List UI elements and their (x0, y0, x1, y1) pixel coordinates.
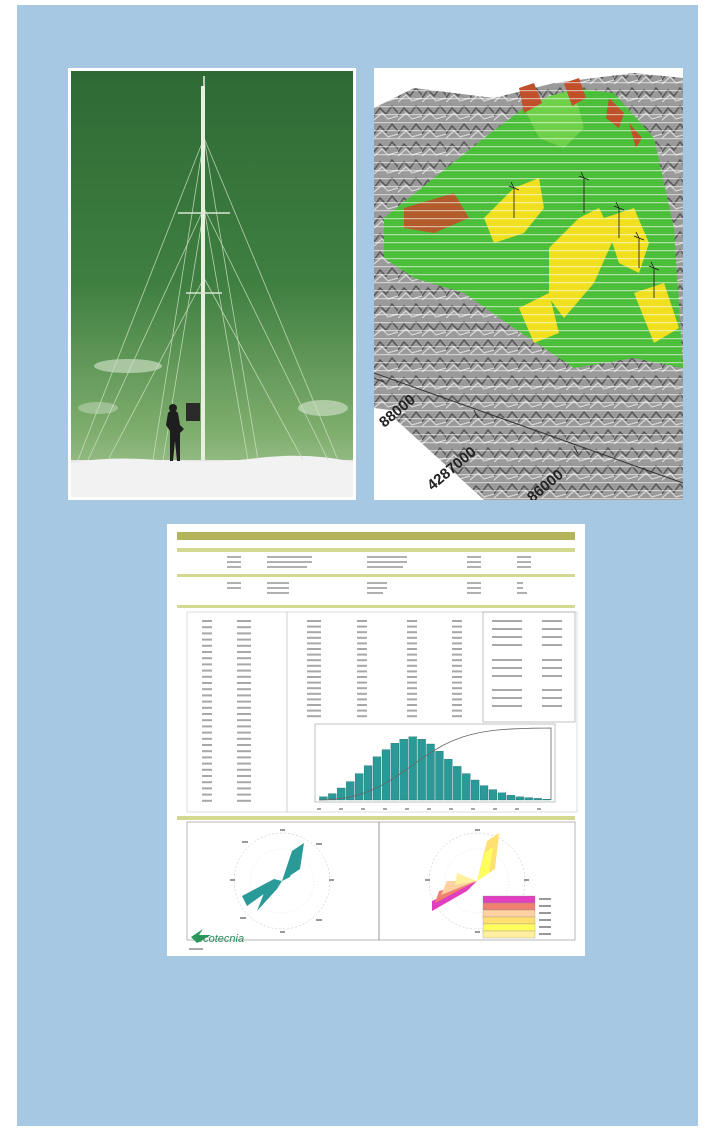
ecotecnia-logo (191, 929, 211, 943)
histogram-bar (435, 751, 444, 801)
legend-swatch (482, 895, 536, 904)
histogram-bars (319, 736, 551, 801)
histogram-bar (426, 743, 435, 801)
mast-photo (68, 68, 356, 500)
wind-rose-frequency (230, 829, 334, 933)
wind-rose-speed (425, 829, 529, 933)
histogram-bar (399, 739, 408, 801)
histogram-bar (363, 765, 373, 801)
legend-label (539, 905, 551, 907)
legend-swatch (482, 930, 536, 939)
histogram-bar (488, 789, 498, 801)
legend-swatch (482, 916, 536, 925)
histogram-bar (372, 756, 382, 801)
report-mid-table (307, 620, 462, 718)
histogram-bar (381, 749, 391, 801)
wind-rose-legend (482, 895, 551, 939)
histogram-bar (515, 796, 524, 801)
histogram-bar (346, 781, 355, 801)
legend-label (539, 926, 551, 928)
histogram-bar (533, 798, 542, 801)
histogram-bar (479, 785, 489, 801)
histogram-bar (355, 773, 364, 801)
histogram-bar (417, 739, 426, 801)
histogram-bar (390, 743, 399, 801)
histogram-bar (524, 797, 533, 801)
histogram-bar (453, 766, 462, 801)
terrain-map: 88000 4287000 86000 (374, 68, 683, 500)
legend-swatch (482, 909, 536, 918)
report-title-bar (177, 532, 575, 540)
histogram-bar (497, 792, 507, 801)
report-left-table (202, 620, 251, 802)
histogram-bar (328, 793, 337, 801)
histogram-bar (471, 779, 480, 801)
legend-label (539, 933, 551, 935)
histogram-bar (408, 736, 417, 801)
histogram-frame (314, 723, 556, 803)
histogram-bar (337, 787, 346, 801)
logo-text: ecotecnia (197, 933, 244, 945)
legend-label (539, 912, 551, 914)
histogram-bar (542, 799, 551, 801)
wind-report-sheet: ecotecnia (167, 524, 585, 956)
histogram-bar (462, 773, 471, 801)
histogram-bar (444, 759, 453, 801)
histogram-cumulative-line (318, 727, 552, 801)
histogram-bar (506, 795, 515, 801)
legend-label (539, 919, 551, 921)
report-header-text (227, 556, 531, 594)
legend-swatch (482, 902, 536, 911)
legend-swatch (482, 923, 536, 932)
report-stats-box (492, 620, 562, 707)
histogram-x-ticks (317, 808, 541, 810)
legend-label (539, 898, 551, 900)
